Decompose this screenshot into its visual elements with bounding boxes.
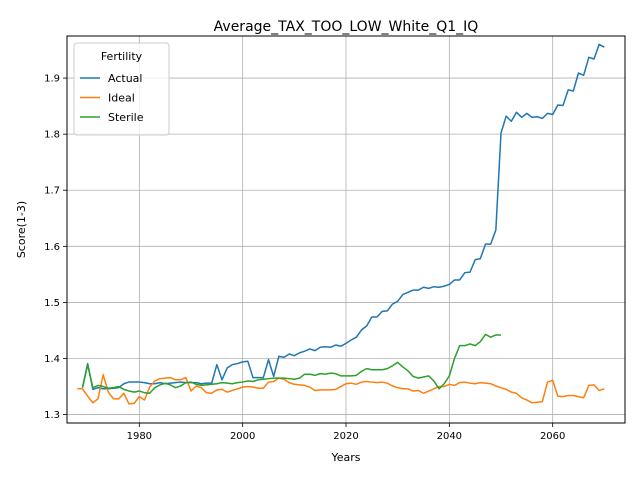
axis-ticks: 1980 2000 2020 2040 2060 1.3 1.4 1.5 1.6 1.7 1.8 1.… (44, 74, 565, 442)
y-tick-label: 1.6 (44, 242, 60, 253)
legend-label-sterile: Sterile (108, 111, 144, 124)
x-tick-label: 1980 (127, 431, 152, 442)
legend-title: Fertility (101, 50, 143, 63)
y-tick-label: 1.8 (44, 130, 60, 141)
x-axis-label: Years (330, 451, 360, 464)
x-tick-label: 2060 (540, 431, 565, 442)
grid (67, 36, 625, 423)
y-tick-label: 1.7 (44, 186, 60, 197)
series-line-ideal (77, 374, 605, 405)
y-tick-label: 1.4 (44, 354, 60, 365)
legend-label-ideal: Ideal (108, 92, 135, 105)
x-tick-label: 2000 (230, 431, 255, 442)
x-tick-label: 2020 (333, 431, 358, 442)
x-tick-label: 2040 (437, 431, 462, 442)
y-tick-label: 1.5 (44, 298, 60, 309)
legend-box (73, 42, 170, 136)
y-tick-label: 1.9 (44, 74, 60, 85)
chart-title: Average_TAX_TOO_LOW_White_Q1_IQ (214, 19, 479, 35)
legend-label-actual: Actual (108, 72, 142, 85)
y-tick-label: 1.3 (44, 410, 60, 421)
series-line-actual (81, 43, 605, 391)
y-axis-label: Score(1-3) (15, 201, 28, 258)
legend: Fertility Actual Ideal Sterile (73, 42, 170, 136)
series-line-sterile (81, 333, 501, 395)
plot-series (77, 43, 605, 405)
